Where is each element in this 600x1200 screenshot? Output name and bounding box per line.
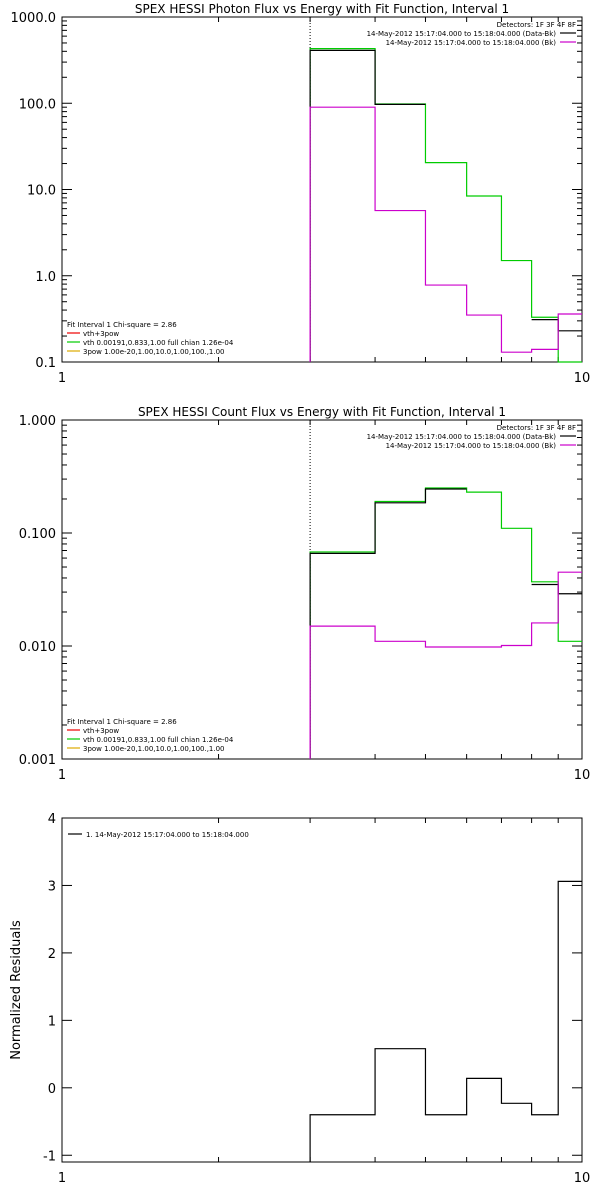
legend-entry: vth 0.00191,0.833,1.00 full chian 1.26e-…: [83, 736, 234, 744]
legend-entry: vth+3pow: [83, 727, 119, 735]
legend-entry: Fit Interval 1 Chi-square = 2.86: [67, 718, 177, 726]
y-tick-label: 1.000: [19, 414, 56, 429]
legend-entry: vth 0.00191,0.833,1.00 full chian 1.26e-…: [83, 339, 234, 347]
y-tick-label: 3: [48, 879, 56, 894]
legend-entry: Detectors: 1F 3F 4F 8F: [497, 21, 576, 29]
legend-entry: 14-May-2012 15:17:04.000 to 15:18:04.000…: [367, 433, 557, 441]
y-tick-label: 0.1: [35, 356, 56, 371]
y-tick-label: 4: [48, 812, 56, 827]
x-tick-label: 10: [574, 768, 591, 783]
y-tick-label: 0.001: [19, 753, 56, 768]
x-tick-label: 10: [574, 371, 591, 386]
legend-entry: 14-May-2012 15:17:04.000 to 15:18:04.000…: [386, 442, 557, 450]
panel-2: SPEX HESSI Count Flux vs Energy with Fit…: [19, 405, 590, 783]
y-tick-label: 0: [48, 1082, 56, 1097]
series-3-histogram: [309, 106, 582, 362]
y-tick-label: -1: [43, 1149, 56, 1164]
plot-frame: [61, 16, 583, 363]
y-tick-label: 1: [48, 1014, 56, 1029]
legend-entry: 3pow 1.00e-20,1.00,10.0,1.00,100.,1.00: [83, 745, 225, 753]
series-1-histogram: [309, 880, 582, 1162]
legend-entry: 3pow 1.00e-20,1.00,10.0,1.00,100.,1.00: [83, 348, 225, 356]
legend-entry: 14-May-2012 15:17:04.000 to 15:18:04.000…: [386, 39, 557, 47]
y-axis-label: Normalized Residuals: [9, 920, 24, 1060]
panel-1: SPEX HESSI Photon Flux vs Energy with Fi…: [11, 2, 591, 386]
plot-frame: [61, 817, 583, 1163]
chart-title: SPEX HESSI Photon Flux vs Energy with Fi…: [135, 2, 509, 16]
x-tick-label: 1: [58, 768, 66, 783]
y-tick-label: 0.010: [19, 640, 56, 655]
y-tick-label: 2: [48, 947, 56, 962]
legend-entry: vth+3pow: [83, 330, 119, 338]
series-1-histogram: [309, 48, 582, 363]
legend-entry: 1. 14-May-2012 15:17:04.000 to 15:18:04.…: [86, 831, 249, 839]
y-tick-label: 1.0: [35, 270, 56, 285]
y-tick-label: 0.100: [19, 527, 56, 542]
series-2-histogram: [309, 488, 582, 759]
plot-frame: [61, 419, 583, 760]
x-tick-label: 1: [58, 1171, 66, 1186]
series-3-histogram: [309, 571, 582, 759]
legend-entry: 14-May-2012 15:17:04.000 to 15:18:04.000…: [367, 30, 557, 38]
chart-title: SPEX HESSI Count Flux vs Energy with Fit…: [138, 405, 506, 419]
y-tick-label: 10.0: [27, 184, 56, 199]
panel-3: 1 10 -1 0 1 2 3 4 Normalized Residuals 1. 14-May-…: [9, 812, 590, 1186]
x-tick-label: 10: [574, 1171, 591, 1186]
legend-entry: Detectors: 1F 3F 4F 8F: [497, 424, 576, 432]
y-tick-label: 100.0: [19, 97, 56, 112]
y-tick-label: 1000.0: [11, 11, 57, 26]
legend-entry: Fit Interval 1 Chi-square = 2.86: [67, 321, 177, 329]
x-tick-label: 1: [58, 371, 66, 386]
series-2-histogram: [309, 49, 582, 362]
